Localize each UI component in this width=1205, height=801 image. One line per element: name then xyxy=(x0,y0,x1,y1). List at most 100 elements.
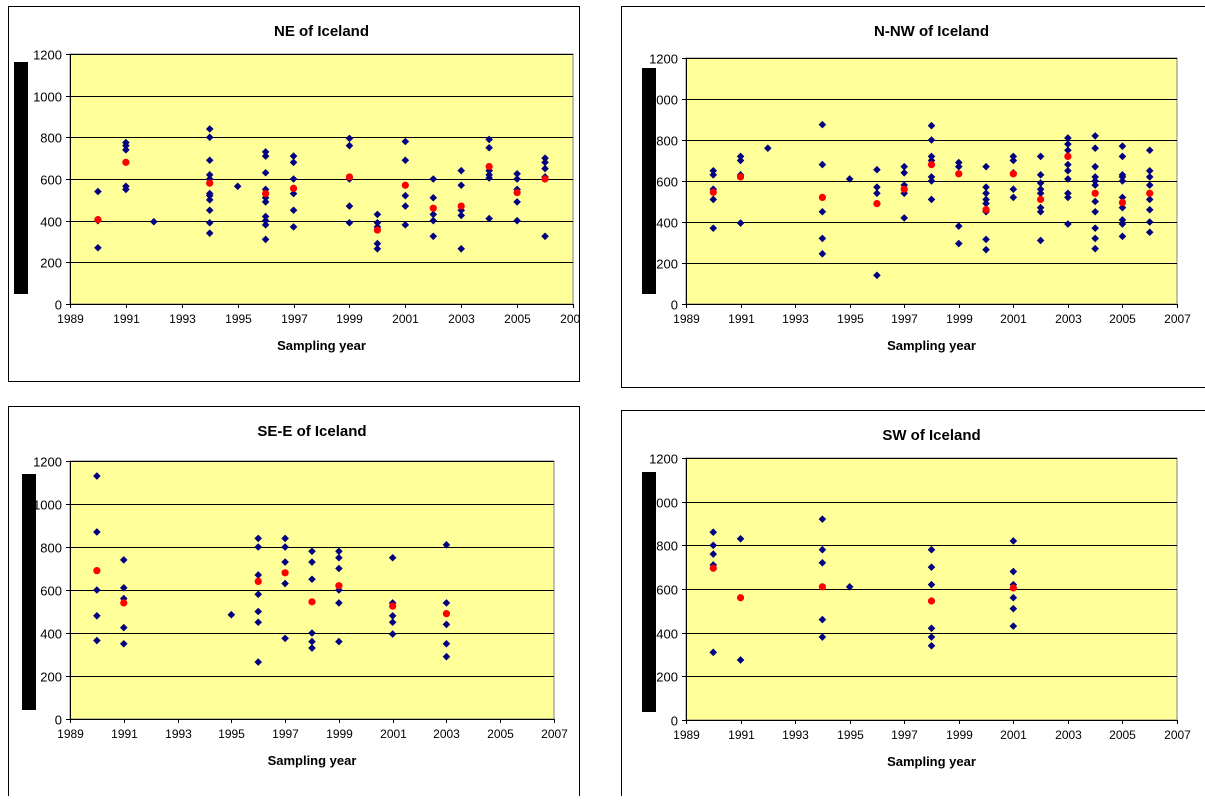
x-tick-label: 1993 xyxy=(165,727,192,741)
x-tick-label: 1991 xyxy=(113,312,140,326)
x-axis-title: Sampling year xyxy=(277,338,366,353)
y-tick-label: 1000 xyxy=(649,93,678,108)
x-tick-label: 2005 xyxy=(487,727,514,741)
mean-point xyxy=(206,180,213,187)
x-axis-title: Sampling year xyxy=(887,338,976,353)
y-tick-label: 600 xyxy=(40,173,62,188)
x-tick-label: 2003 xyxy=(1055,312,1082,326)
x-tick-label: 1991 xyxy=(728,728,755,742)
x-tick-label: 1997 xyxy=(891,728,918,742)
x-tick-label: 2007 xyxy=(560,312,580,326)
mean-point xyxy=(255,578,262,585)
y-tick-label: 400 xyxy=(656,627,678,642)
x-tick-label: 2005 xyxy=(1109,312,1136,326)
y-tick-label: 1200 xyxy=(33,455,62,470)
y-tick-label: 1000 xyxy=(33,498,62,513)
mean-point xyxy=(486,163,493,170)
x-tick-label: 2003 xyxy=(1055,728,1082,742)
mean-point xyxy=(873,200,880,207)
mean-point xyxy=(122,159,129,166)
mean-point xyxy=(901,186,908,193)
mean-point xyxy=(282,569,289,576)
x-tick-label: 2001 xyxy=(1000,312,1027,326)
y-tick-label: 400 xyxy=(656,216,678,231)
y-tick-label: 800 xyxy=(40,131,62,146)
mean-point xyxy=(955,170,962,177)
mean-point xyxy=(120,599,127,606)
mean-point xyxy=(290,185,297,192)
x-tick-label: 1995 xyxy=(225,312,252,326)
x-tick-label: 2007 xyxy=(1164,312,1191,326)
mean-point xyxy=(262,190,269,197)
y-tick-label: 0 xyxy=(55,713,62,728)
mean-point xyxy=(458,202,465,209)
mean-point xyxy=(402,182,409,189)
mean-point xyxy=(819,583,826,590)
y-tick-label: 1200 xyxy=(33,48,62,63)
x-tick-label: 2007 xyxy=(541,727,568,741)
mean-point xyxy=(94,216,101,223)
y-tick-label: 1000 xyxy=(649,496,678,511)
y-tick-label: 200 xyxy=(40,670,62,685)
mean-point xyxy=(374,226,381,233)
x-tick-label: 1999 xyxy=(946,312,973,326)
x-tick-label: 2003 xyxy=(448,312,475,326)
mean-point xyxy=(1146,190,1153,197)
y-tick-label: 200 xyxy=(656,670,678,685)
mean-point xyxy=(93,567,100,574)
mean-point xyxy=(308,598,315,605)
mean-point xyxy=(982,206,989,213)
mean-point xyxy=(710,565,717,572)
y-tick-label: 200 xyxy=(656,257,678,272)
x-tick-label: 2007 xyxy=(1164,728,1191,742)
y-tick-label: 0 xyxy=(671,298,678,313)
y-tick-label: 800 xyxy=(656,539,678,554)
x-tick-label: 2001 xyxy=(392,312,419,326)
mean-point xyxy=(1064,153,1071,160)
chart-title: N-NW of Iceland xyxy=(874,23,989,40)
chart-title: NE of Iceland xyxy=(274,23,369,40)
mean-point xyxy=(443,610,450,617)
y-tick-label: 400 xyxy=(40,215,62,230)
x-tick-label: 1989 xyxy=(57,727,84,741)
y-tick-label: 400 xyxy=(40,627,62,642)
x-tick-label: 1993 xyxy=(782,728,809,742)
mean-point xyxy=(335,582,342,589)
x-tick-label: 1995 xyxy=(837,728,864,742)
y-tick-label: 600 xyxy=(656,175,678,190)
chart-panel-nnw: N-NW of Iceland 0 200 400 600 800 1000 1200 1989… xyxy=(620,6,1205,388)
y-tick-label: 200 xyxy=(40,256,62,271)
x-tick-label: 1993 xyxy=(782,312,809,326)
mean-point xyxy=(710,189,717,196)
y-tick-label: 800 xyxy=(656,134,678,149)
mean-point xyxy=(928,597,935,604)
mean-point xyxy=(514,189,521,196)
x-tick-label: 2001 xyxy=(380,727,407,741)
y-axis-label-bar xyxy=(14,62,28,294)
y-tick-label: 600 xyxy=(656,583,678,598)
x-tick-label: 2001 xyxy=(1000,728,1027,742)
chart-title: SW of Iceland xyxy=(882,427,980,444)
mean-point xyxy=(737,173,744,180)
y-tick-label: 0 xyxy=(55,298,62,313)
x-tick-label: 2005 xyxy=(1109,728,1136,742)
x-tick-label: 1999 xyxy=(326,727,353,741)
mean-point xyxy=(1010,170,1017,177)
x-tick-label: 1995 xyxy=(218,727,245,741)
x-axis-title: Sampling year xyxy=(887,754,976,769)
y-tick-label: 600 xyxy=(40,584,62,599)
x-tick-label: 2003 xyxy=(433,727,460,741)
mean-point xyxy=(819,194,826,201)
y-tick-label: 1200 xyxy=(649,52,678,67)
y-tick-label: 800 xyxy=(40,541,62,556)
scatter-chart: N-NW of Iceland 0 200 400 600 800 1000 1200 1989… xyxy=(620,6,1205,388)
x-tick-label: 1989 xyxy=(673,312,700,326)
y-tick-label: 1200 xyxy=(649,452,678,467)
x-tick-label: 1991 xyxy=(111,727,138,741)
y-tick-label: 0 xyxy=(671,714,678,729)
scatter-chart: SE-E of Iceland0200400600800100012001989… xyxy=(8,406,580,796)
x-tick-label: 1995 xyxy=(837,312,864,326)
